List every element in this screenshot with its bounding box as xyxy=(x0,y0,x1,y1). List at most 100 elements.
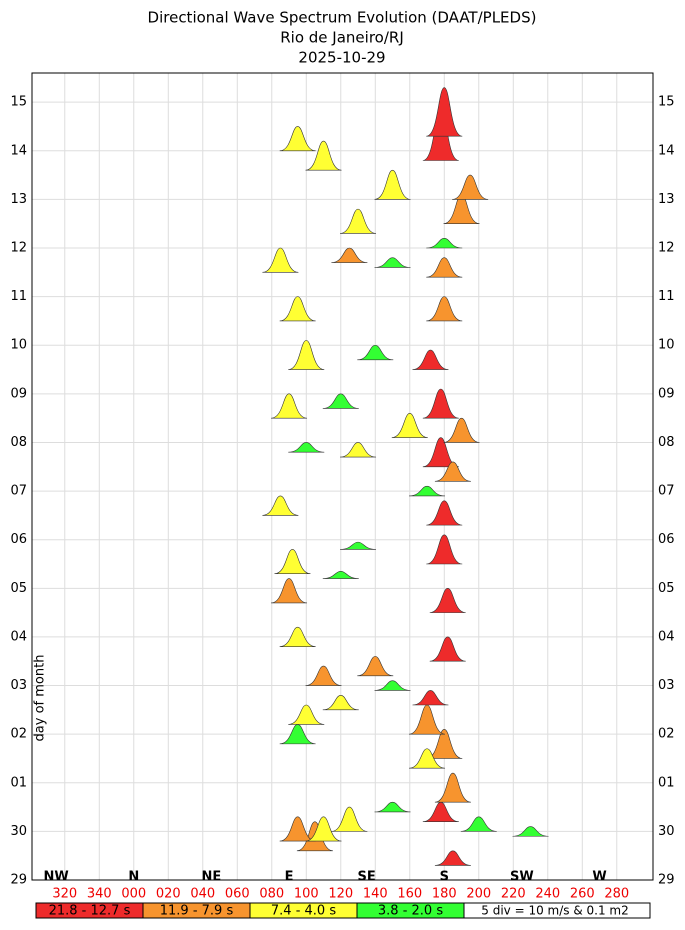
x-tick-label: 180 xyxy=(432,887,457,902)
spectrum-peak xyxy=(426,87,463,137)
chart-subtitle: Rio de Janeiro/RJ xyxy=(280,29,404,47)
spectrum-peak xyxy=(426,257,463,278)
spectrum-peak xyxy=(408,748,446,769)
note-box xyxy=(463,902,651,919)
y-tick-label-right: 10 xyxy=(658,338,675,353)
y-tick-label: 07 xyxy=(10,484,27,499)
spectrum-peak xyxy=(322,694,359,711)
x-tick-label: 160 xyxy=(397,887,422,902)
spectrum-peak xyxy=(262,495,299,516)
spectrum-peak xyxy=(279,724,316,745)
y-tick-label: 12 xyxy=(10,241,27,256)
y-tick-label: 11 xyxy=(10,289,27,304)
spectrum-peak xyxy=(429,588,466,613)
y-tick-label-right: 03 xyxy=(658,678,675,693)
compass-label: N xyxy=(128,870,139,885)
compass-label: E xyxy=(285,870,294,885)
x-tick-label: 100 xyxy=(294,887,319,902)
x-tick-label: 200 xyxy=(466,887,491,902)
compass-label: S xyxy=(440,870,449,885)
x-tick-label: 000 xyxy=(121,887,146,902)
spectrum-peak xyxy=(434,772,471,803)
legend-label: 11.9 - 7.9 s xyxy=(160,904,234,919)
spectrum-peak xyxy=(340,442,377,458)
spectrum-peak xyxy=(422,388,459,419)
plot-frame xyxy=(31,72,654,881)
spectrum-peak xyxy=(357,656,394,677)
y-tick-label: 06 xyxy=(10,532,27,547)
spectrum-peak xyxy=(426,500,463,526)
x-tick-label: 020 xyxy=(156,887,181,902)
legend-label: 7.4 - 4.0 s xyxy=(271,904,336,919)
y-tick-label: 05 xyxy=(10,581,27,596)
x-tick-label: 040 xyxy=(190,887,215,902)
spectrum-peak xyxy=(357,344,394,361)
spectrum-peak xyxy=(270,578,308,604)
y-tick-label-right: 01 xyxy=(658,775,675,790)
y-tick-label: 09 xyxy=(10,386,27,401)
spectrum-peak xyxy=(274,549,311,575)
spectrum-peak xyxy=(339,208,377,234)
y-tick-label: 08 xyxy=(10,435,27,450)
y-tick-label-right: 11 xyxy=(658,289,675,304)
spectrum-peak xyxy=(391,413,428,438)
spectrum-peak xyxy=(331,247,368,263)
y-tick-label-right: 05 xyxy=(658,581,675,596)
y-tick-label: 02 xyxy=(10,727,27,742)
spectrum-peak xyxy=(452,174,489,200)
spectrum-peak xyxy=(374,257,411,268)
y-axis-label: day of month xyxy=(33,655,48,742)
note: 5 div = 10 m/s & 0.1 m2 xyxy=(481,904,628,918)
y-tick-label-right: 06 xyxy=(658,532,675,547)
compass-label: NE xyxy=(202,870,222,885)
legend-label: 3.8 - 2.0 s xyxy=(378,904,443,919)
spectrum-peak xyxy=(305,140,342,171)
y-tick-label: 01 xyxy=(10,775,27,790)
spectrum-peak xyxy=(408,704,446,735)
compass-label: NW xyxy=(44,870,69,885)
spectrum-peak xyxy=(288,704,325,725)
spectrum-peak xyxy=(279,126,316,152)
x-tick-label: 260 xyxy=(570,887,595,902)
compass-label: W xyxy=(592,870,606,885)
y-tick-label: 14 xyxy=(10,143,27,158)
y-tick-label-right: 15 xyxy=(658,95,675,110)
y-tick-label: 04 xyxy=(10,629,27,644)
spectrum-peak xyxy=(279,296,316,322)
spectrum-peak xyxy=(322,393,359,409)
y-tick-label-right: 30 xyxy=(658,824,675,839)
x-tick-label: 140 xyxy=(363,887,388,902)
spectrum-peak xyxy=(270,393,308,419)
spectrum-peak xyxy=(434,461,471,482)
y-tick-label: 29 xyxy=(10,873,27,888)
spectrum-peak xyxy=(429,636,466,662)
spectrum-peak xyxy=(443,417,480,443)
spectrum-peak xyxy=(426,237,463,249)
grid xyxy=(32,73,653,881)
spectrum-peak xyxy=(434,850,471,866)
chart-date: 2025-10-29 xyxy=(298,49,385,67)
x-tick-label: 280 xyxy=(604,887,629,902)
spectrum-peak xyxy=(305,816,342,842)
spectrum-peak xyxy=(262,247,299,273)
y-tick-label: 15 xyxy=(10,95,27,110)
peaks xyxy=(262,87,549,866)
spectrum-peak xyxy=(422,801,459,822)
spectrum-peak xyxy=(460,816,497,832)
y-tick-label-right: 13 xyxy=(658,192,675,207)
x-tick-label: 240 xyxy=(535,887,560,902)
labels: 29 29 30 30 01 01 02 02 03 03 04 04 05 05 06 06 07 07 08 08… xyxy=(10,95,675,919)
spectrum-peak xyxy=(288,442,325,453)
x-tick-label: 120 xyxy=(328,887,353,902)
y-tick-label: 10 xyxy=(10,338,27,353)
y-tick-label-right: 07 xyxy=(658,484,675,499)
y-tick-label: 13 xyxy=(10,192,27,207)
y-tick-label-right: 04 xyxy=(658,629,675,644)
x-tick-label: 060 xyxy=(225,887,250,902)
y-tick-label-right: 29 xyxy=(658,873,675,888)
y-tick-label-right: 09 xyxy=(658,386,675,401)
spectrum-peak xyxy=(426,534,463,565)
y-tick-label-right: 12 xyxy=(658,241,675,256)
spectrum-peak xyxy=(374,169,411,200)
